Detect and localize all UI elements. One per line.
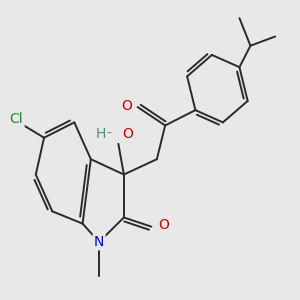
Text: -: - — [106, 127, 111, 141]
Text: Cl: Cl — [10, 112, 23, 126]
Text: H: H — [95, 127, 106, 141]
Text: O: O — [158, 218, 169, 232]
Text: O: O — [121, 98, 132, 112]
Text: N: N — [94, 235, 104, 249]
Text: O: O — [122, 127, 134, 141]
